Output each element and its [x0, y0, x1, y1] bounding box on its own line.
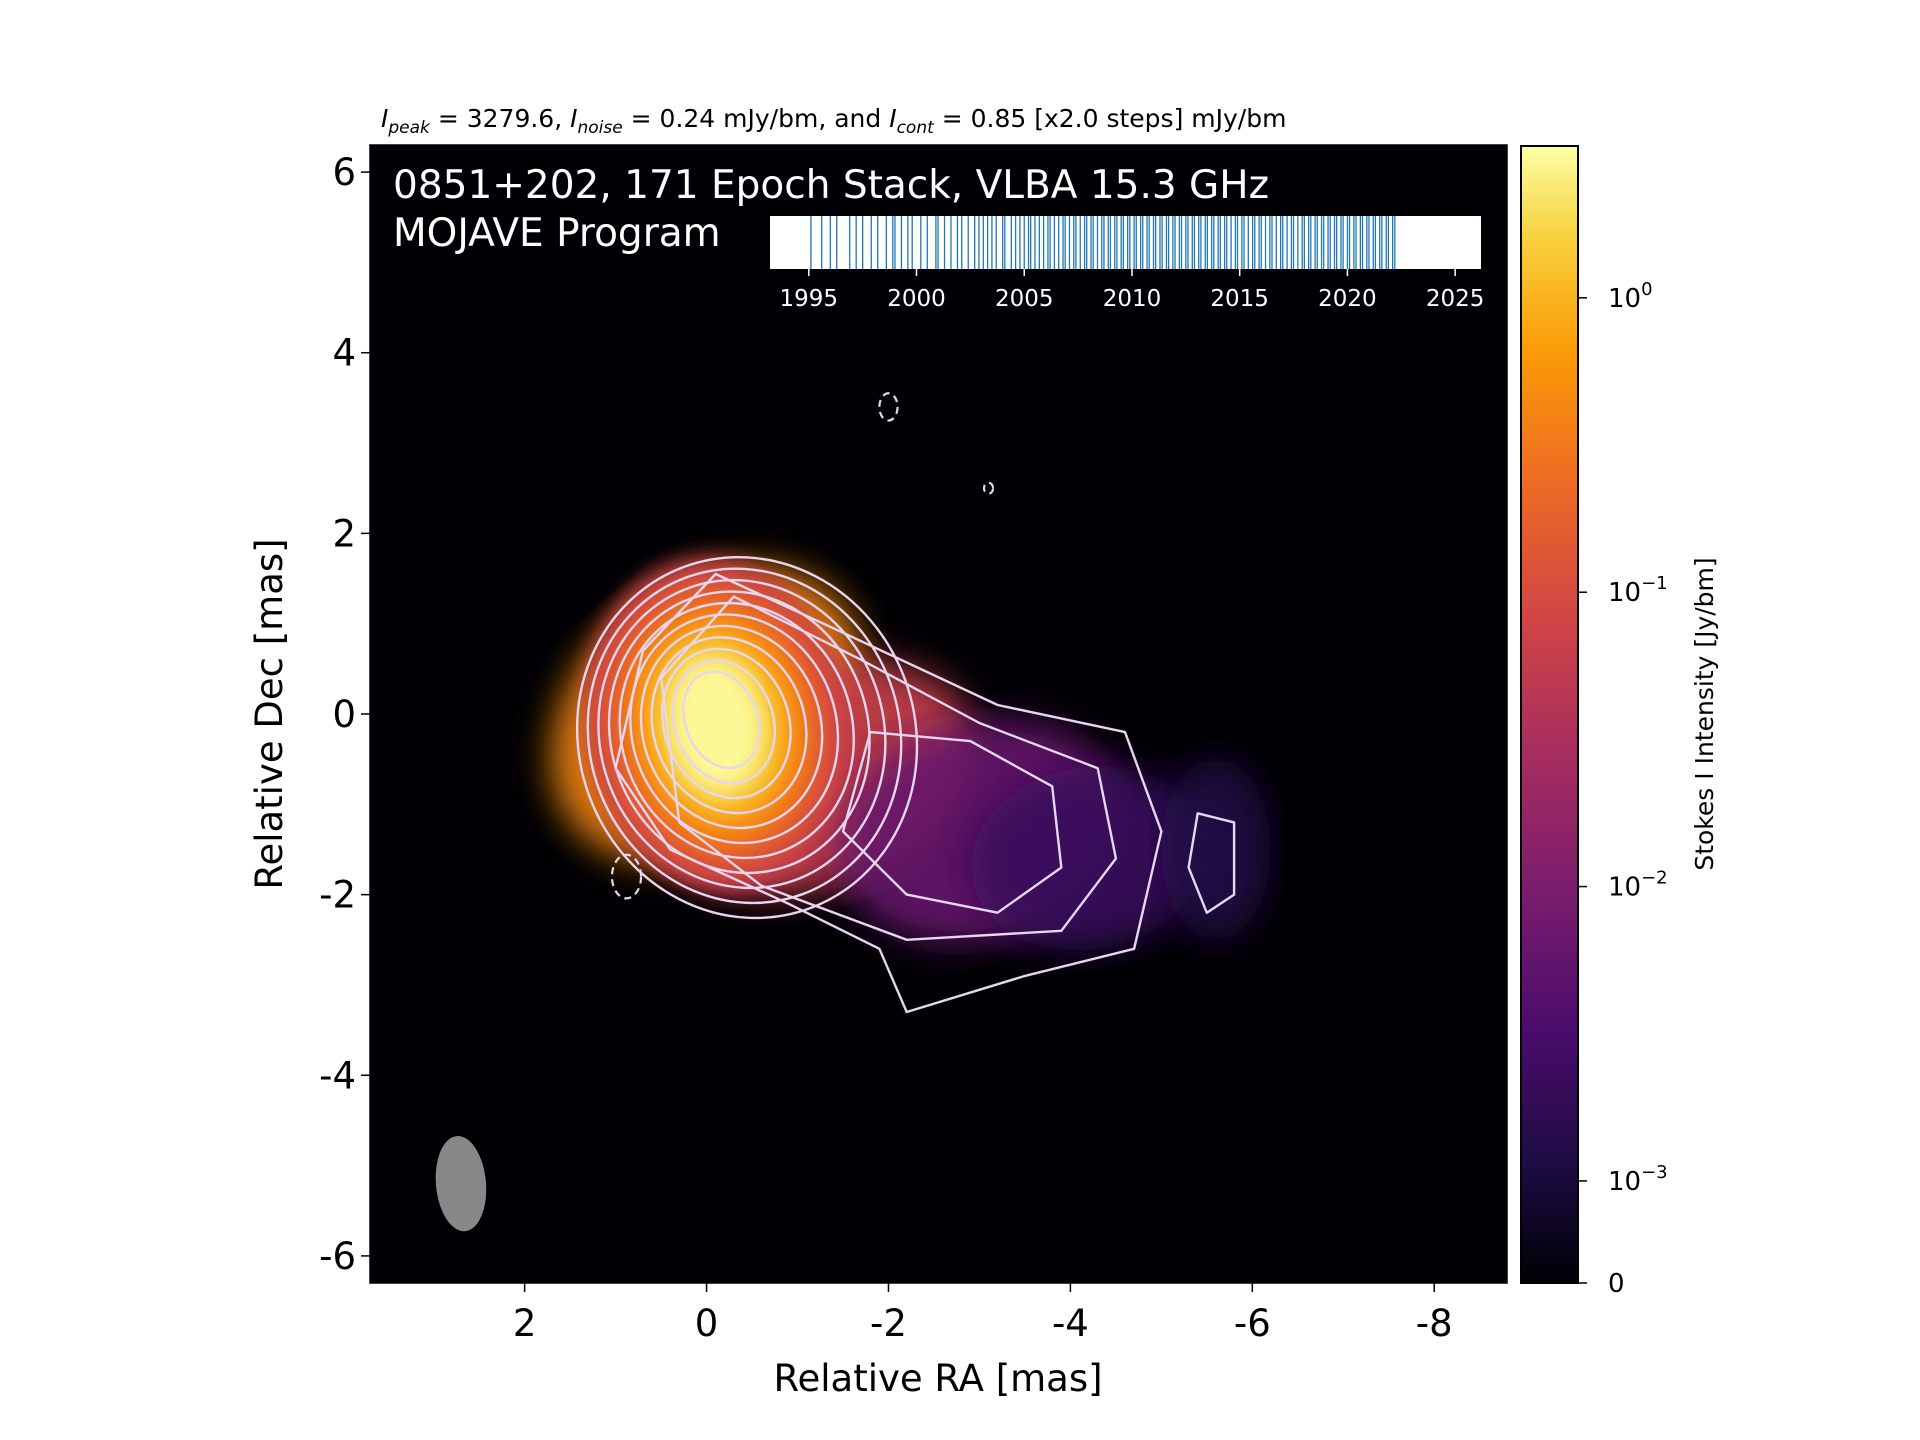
colorbar: [1520, 145, 1579, 1284]
header-text: Ipeak = 3279.6, Inoise = 0.24 mJy/bm, an…: [381, 104, 1286, 138]
contour-extended: [1187, 812, 1236, 914]
header-cont-symbol: I: [889, 104, 896, 133]
plot-title-line2: MOJAVE Program: [393, 211, 721, 256]
timeline-box: [770, 216, 1481, 269]
contour-extended: [659, 595, 1118, 941]
x-axis-label: Relative RA [mas]: [773, 1357, 1102, 1400]
contour-negative: [610, 853, 643, 900]
contour-core: [575, 555, 919, 920]
timeline-tick-label: 2000: [887, 286, 946, 312]
x-tick-label: 2: [513, 1302, 537, 1345]
contours: [575, 392, 1236, 1014]
x-tick-label: -6: [1234, 1302, 1271, 1345]
header-noise-symbol: I: [570, 104, 577, 133]
colorbar-tick-label: 10−1: [1608, 573, 1668, 608]
image-component: [1161, 758, 1271, 941]
plot-title-line1: 0851+202, 171 Epoch Stack, VLBA 15.3 GHz: [393, 163, 1269, 208]
contour-core: [597, 578, 887, 890]
header-cont-text: = 0.85 [x2.0 steps] mJy/bm: [934, 104, 1287, 133]
timeline-tick-label: 2015: [1210, 286, 1269, 312]
image-component: [971, 766, 1207, 951]
header-cont-subscript: cont: [897, 118, 936, 138]
beam-shape: [435, 1136, 487, 1232]
y-axis: 6 4 2 0 -2 -4 -6: [319, 151, 370, 1278]
y-tick-label: 6: [332, 151, 356, 194]
contour-negative: [982, 481, 995, 495]
timeline-tick-label: 2010: [1103, 286, 1162, 312]
x-tick-label: -8: [1416, 1302, 1453, 1345]
contour-negative: [878, 392, 899, 422]
x-axis: 2 0 -2 -4 -6 -8: [513, 1283, 1453, 1345]
contour-core: [618, 601, 855, 860]
timeline-tick-label: 2020: [1318, 286, 1377, 312]
y-axis-label: Relative Dec [mas]: [248, 538, 291, 889]
contour-core: [586, 567, 903, 905]
colorbar-label: Stokes I Intensity [Jy/bm]: [1690, 557, 1719, 870]
colorbar-ticks: 100 10−1 10−2 10−3 0: [1578, 279, 1668, 1299]
epoch-timeline: 1995 2000 2005 2010 2015 2020 2025: [770, 216, 1484, 312]
beam-ellipse: [435, 1136, 487, 1232]
timeline-tick-label: 2005: [995, 286, 1054, 312]
y-tick-label: 4: [332, 332, 356, 375]
contour-core: [682, 670, 761, 770]
y-tick-label: -6: [319, 1235, 356, 1278]
y-tick-label: -2: [319, 874, 356, 917]
x-tick-label: -2: [870, 1302, 907, 1345]
contour-core: [629, 613, 840, 845]
core-brightness-level: [671, 660, 761, 790]
colorbar-tick-label: 0: [1608, 1269, 1625, 1299]
header-peak-text: = 3279.6,: [430, 104, 570, 133]
contour-core: [650, 636, 808, 815]
header-noise-subscript: noise: [577, 118, 622, 138]
contour-core: [661, 647, 792, 800]
x-tick-label: -4: [1052, 1302, 1089, 1345]
header-peak-subscript: peak: [387, 118, 431, 138]
contour-extended: [614, 572, 1163, 1014]
colorbar-tick-label: 100: [1608, 279, 1653, 314]
header-peak-symbol: I: [381, 104, 388, 133]
header-noise-text: = 0.24 mJy/bm, and: [623, 104, 890, 133]
timeline-tick-label: 1995: [780, 286, 839, 312]
contour-core: [671, 659, 777, 785]
contour-extended: [841, 730, 1063, 914]
timeline-tick-label: 2025: [1426, 286, 1485, 312]
colorbar-tick-label: 10−3: [1608, 1162, 1668, 1197]
y-tick-label: -4: [319, 1054, 356, 1097]
y-tick-label: 2: [332, 512, 356, 555]
x-tick-label: 0: [695, 1302, 719, 1345]
colorbar-tick-label: 10−2: [1608, 868, 1668, 903]
y-tick-label: 0: [332, 693, 356, 736]
contour-core: [639, 624, 824, 830]
